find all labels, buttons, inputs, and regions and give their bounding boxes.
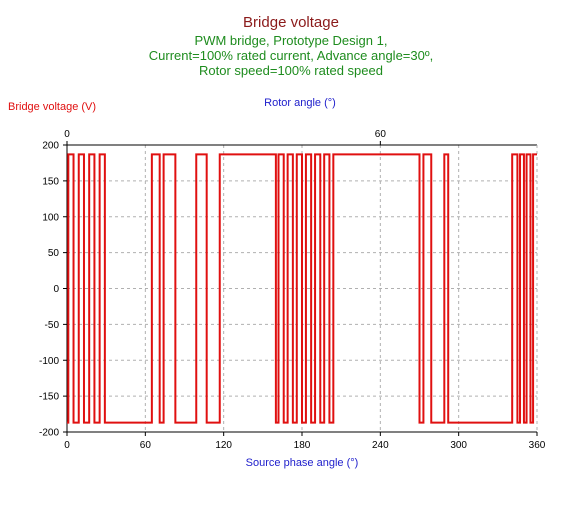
y-tick-label: 0: [53, 284, 59, 295]
secondary-x-axis-label: Rotor angle (°): [264, 97, 336, 109]
tick-labels: 200 150 100 50 0 -50 -100 -150 -200 0 60 120 180 240 3…: [39, 129, 546, 451]
series-line-bridge-voltage: [67, 153, 537, 424]
y-tick-label: 50: [48, 248, 60, 259]
y-tick-label: -100: [39, 356, 59, 367]
chart-subtitle-line-3: Rotor speed=100% rated speed: [199, 63, 383, 78]
y-tick-label: -200: [39, 428, 59, 439]
chart-subtitle-line-2: Current=100% rated current, Advance angl…: [148, 48, 434, 63]
x-tick-label: 180: [294, 440, 311, 451]
y-axis-label: Bridge voltage (V): [8, 101, 97, 113]
x-tick-label: 0: [64, 440, 70, 451]
x2-tick-label: 60: [375, 129, 387, 140]
x-tick-label: 60: [140, 440, 152, 451]
x-tick-label: 240: [372, 440, 389, 451]
x-tick-label: 120: [215, 440, 232, 451]
chart-title: Bridge voltage: [243, 14, 339, 31]
y-tick-label: -150: [39, 392, 59, 403]
x-tick-label: 360: [529, 440, 546, 451]
axes: [63, 141, 538, 436]
chart-subtitle-line-1: PWM bridge, Prototype Design 1,: [194, 33, 388, 48]
y-tick-label: 200: [42, 141, 59, 152]
y-tick-label: 100: [42, 212, 59, 223]
x-tick-label: 300: [450, 440, 467, 451]
x-axis-label: Source phase angle (°): [245, 457, 359, 469]
y-tick-label: -50: [45, 320, 60, 331]
y-tick-label: 150: [42, 176, 59, 187]
series: [67, 153, 537, 424]
x2-tick-label: 0: [64, 129, 70, 140]
